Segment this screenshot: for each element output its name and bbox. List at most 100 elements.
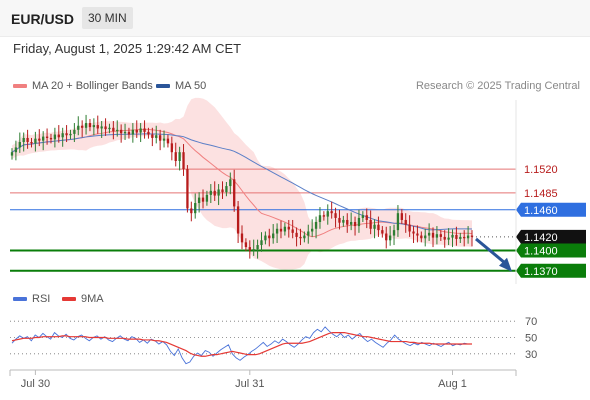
candle-body (427, 232, 431, 236)
candle-body (338, 217, 341, 223)
candle (470, 230, 474, 247)
candle-body (416, 233, 419, 236)
candle-body (252, 249, 255, 251)
candle-body (322, 215, 326, 217)
level-tag (516, 202, 586, 217)
candle (361, 211, 365, 222)
candle (463, 230, 466, 247)
candle (248, 240, 251, 259)
candle (244, 238, 248, 252)
ma20-swatch (13, 84, 27, 89)
timeframe-button[interactable]: 30 MIN (82, 7, 133, 29)
candle-body (131, 129, 135, 135)
candle (388, 226, 392, 246)
candle-body (194, 203, 197, 214)
candle (186, 165, 189, 213)
candle (162, 130, 166, 148)
candle-body (451, 234, 454, 238)
candle (342, 215, 345, 227)
candle (295, 227, 298, 247)
level-value-text: 1.1520 (524, 164, 558, 176)
candle (416, 225, 419, 243)
candle-body (279, 228, 283, 232)
legend-9ma: 9MA (62, 293, 104, 305)
candle (205, 190, 209, 206)
research-credit: Research © 2025 Trading Central (415, 80, 580, 92)
candle-body (205, 194, 209, 202)
candle-body (236, 206, 240, 234)
candle-body (260, 240, 263, 246)
level-tag (516, 243, 586, 258)
candle (178, 146, 181, 171)
candle-body (303, 235, 306, 239)
candle-body (221, 189, 224, 193)
candle-body (373, 224, 376, 229)
candle-body (326, 211, 329, 217)
candle (209, 184, 212, 204)
candle (131, 123, 135, 143)
candle (365, 208, 368, 229)
level-value-text: 1.1460 (524, 205, 558, 217)
candle (77, 116, 80, 136)
candle (42, 131, 45, 151)
9ma-swatch (62, 297, 76, 302)
candle (151, 127, 154, 147)
candle-body (92, 125, 96, 128)
candle-body (346, 219, 349, 225)
candle-body (225, 186, 228, 193)
candle-body (100, 126, 103, 129)
candle (431, 227, 435, 248)
level-value-text: 1.1370 (524, 266, 558, 278)
candle-body (147, 131, 150, 135)
candle-body (178, 152, 181, 161)
candle-body (272, 233, 275, 239)
candle (127, 127, 131, 139)
candle-body (256, 245, 259, 250)
candle (334, 207, 337, 228)
candle-body (408, 224, 411, 232)
candle-body (291, 229, 294, 233)
candle-body (431, 232, 435, 238)
candle (236, 200, 240, 244)
candle (96, 115, 99, 134)
candle (221, 181, 224, 199)
candle (377, 216, 380, 237)
candle-body (127, 131, 131, 135)
candle-body (463, 236, 466, 239)
candle (385, 226, 388, 249)
candle-body (342, 219, 345, 223)
candle-body (81, 125, 84, 128)
candle-body (412, 231, 415, 234)
candle-body (264, 235, 267, 241)
candle-body (155, 135, 158, 138)
candle-body (22, 137, 25, 143)
x-tick-label: Jul 30 (21, 378, 50, 390)
symbol-label: EUR/USD (11, 11, 75, 27)
level-label-1.1485: 1.1485 (524, 188, 558, 200)
candle-body (158, 135, 162, 141)
candle (459, 232, 462, 244)
candle-body (57, 134, 60, 138)
candle (213, 181, 216, 201)
rsi-tick-label: 30 (525, 349, 537, 361)
candle (408, 215, 411, 237)
candle-body (162, 138, 166, 141)
candle (412, 226, 415, 244)
candle-body (400, 213, 403, 220)
candle (57, 125, 60, 143)
candle-body (65, 133, 68, 136)
candle-body (14, 147, 18, 153)
candle-body (443, 236, 446, 240)
candle (92, 118, 96, 136)
candle (139, 123, 142, 143)
candle (34, 131, 37, 152)
rsi-tick-label: 70 (525, 316, 537, 328)
legend-ma50: MA 50 (156, 80, 206, 92)
candle (260, 232, 263, 252)
candle (272, 224, 275, 244)
top-bar: EUR/USD 30 MIN (0, 0, 590, 37)
candle (443, 230, 446, 248)
candle (112, 121, 115, 140)
candle (194, 193, 197, 219)
rsi-legend-label: RSI (32, 293, 51, 305)
